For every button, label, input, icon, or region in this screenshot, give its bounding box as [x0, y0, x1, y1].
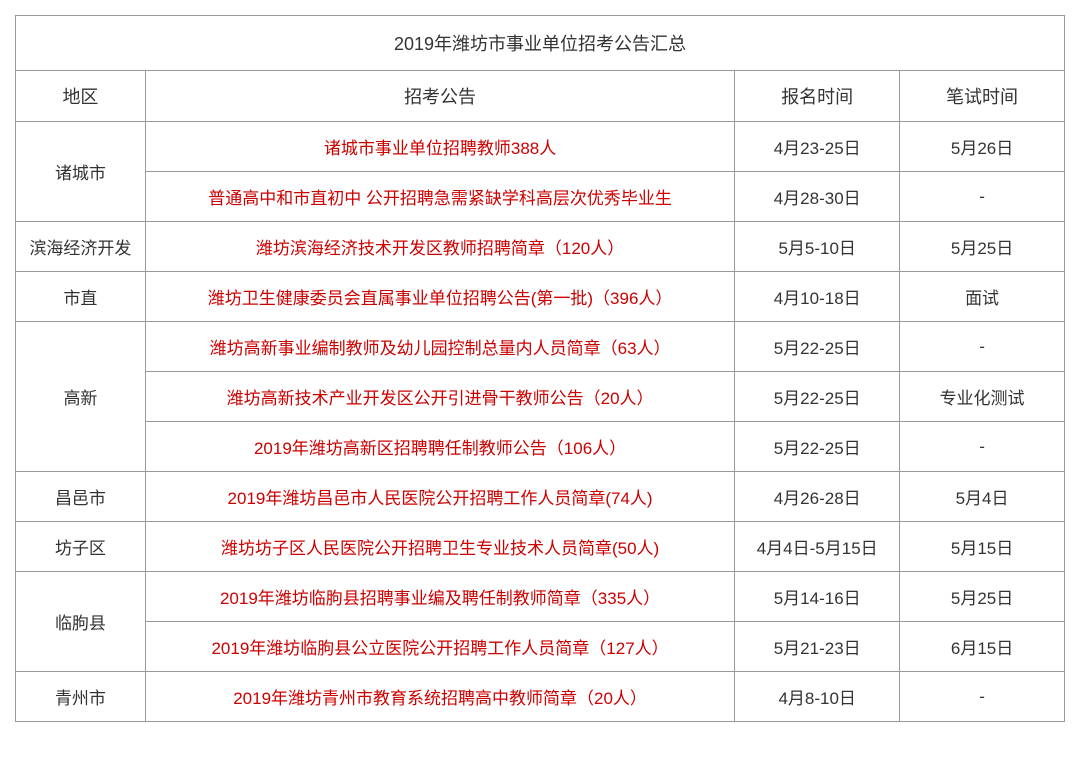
announcement-cell[interactable]: 潍坊坊子区人民医院公开招聘卫生专业技术人员简章(50人)	[145, 522, 734, 572]
table-body: 2019年潍坊市事业单位招考公告汇总 地区 招考公告 报名时间 笔试时间 诸城市…	[16, 16, 1065, 722]
recruitment-table: 2019年潍坊市事业单位招考公告汇总 地区 招考公告 报名时间 笔试时间 诸城市…	[15, 15, 1065, 722]
region-cell: 坊子区	[16, 522, 146, 572]
announcement-cell[interactable]: 普通高中和市直初中 公开招聘急需紧缺学科高层次优秀毕业生	[145, 172, 734, 222]
signup-date-cell: 4月8-10日	[735, 672, 900, 722]
exam-date-cell: -	[900, 672, 1065, 722]
exam-date-cell: 6月15日	[900, 622, 1065, 672]
header-region: 地区	[16, 71, 146, 122]
signup-date-cell: 4月23-25日	[735, 122, 900, 172]
signup-date-cell: 5月22-25日	[735, 372, 900, 422]
table-row: 临朐县 2019年潍坊临朐县招聘事业编及聘任制教师简章（335人） 5月14-1…	[16, 572, 1065, 622]
exam-date-cell: 5月4日	[900, 472, 1065, 522]
announcement-cell[interactable]: 2019年潍坊昌邑市人民医院公开招聘工作人员简章(74人)	[145, 472, 734, 522]
signup-date-cell: 4月4日-5月15日	[735, 522, 900, 572]
region-cell: 青州市	[16, 672, 146, 722]
table-row: 高新 潍坊高新事业编制教师及幼儿园控制总量内人员简章（63人） 5月22-25日…	[16, 322, 1065, 372]
announcement-cell[interactable]: 诸城市事业单位招聘教师388人	[145, 122, 734, 172]
announcement-cell[interactable]: 2019年潍坊临朐县招聘事业编及聘任制教师简章（335人）	[145, 572, 734, 622]
table-row: 诸城市 诸城市事业单位招聘教师388人 4月23-25日 5月26日	[16, 122, 1065, 172]
exam-date-cell: 5月25日	[900, 572, 1065, 622]
signup-date-cell: 4月26-28日	[735, 472, 900, 522]
table-row: 2019年潍坊临朐县公立医院公开招聘工作人员简章（127人） 5月21-23日 …	[16, 622, 1065, 672]
exam-date-cell: 5月26日	[900, 122, 1065, 172]
header-announcement: 招考公告	[145, 71, 734, 122]
table-row: 滨海经济开发 潍坊滨海经济技术开发区教师招聘简章（120人） 5月5-10日 5…	[16, 222, 1065, 272]
signup-date-cell: 4月10-18日	[735, 272, 900, 322]
region-cell: 诸城市	[16, 122, 146, 222]
region-cell: 滨海经济开发	[16, 222, 146, 272]
region-cell: 昌邑市	[16, 472, 146, 522]
table-row: 昌邑市 2019年潍坊昌邑市人民医院公开招聘工作人员简章(74人) 4月26-2…	[16, 472, 1065, 522]
exam-date-cell: -	[900, 172, 1065, 222]
header-signup-time: 报名时间	[735, 71, 900, 122]
exam-date-cell: -	[900, 322, 1065, 372]
table-row: 潍坊高新技术产业开发区公开引进骨干教师公告（20人） 5月22-25日 专业化测…	[16, 372, 1065, 422]
table-row: 普通高中和市直初中 公开招聘急需紧缺学科高层次优秀毕业生 4月28-30日 -	[16, 172, 1065, 222]
announcement-cell[interactable]: 潍坊滨海经济技术开发区教师招聘简章（120人）	[145, 222, 734, 272]
signup-date-cell: 5月14-16日	[735, 572, 900, 622]
announcement-cell[interactable]: 2019年潍坊青州市教育系统招聘高中教师简章（20人）	[145, 672, 734, 722]
announcement-cell[interactable]: 潍坊高新事业编制教师及幼儿园控制总量内人员简章（63人）	[145, 322, 734, 372]
exam-date-cell: 专业化测试	[900, 372, 1065, 422]
exam-date-cell: 5月25日	[900, 222, 1065, 272]
region-cell: 高新	[16, 322, 146, 472]
exam-date-cell: -	[900, 422, 1065, 472]
header-row: 地区 招考公告 报名时间 笔试时间	[16, 71, 1065, 122]
table-title: 2019年潍坊市事业单位招考公告汇总	[16, 16, 1065, 71]
signup-date-cell: 4月28-30日	[735, 172, 900, 222]
table-row: 坊子区 潍坊坊子区人民医院公开招聘卫生专业技术人员简章(50人) 4月4日-5月…	[16, 522, 1065, 572]
announcement-cell[interactable]: 潍坊高新技术产业开发区公开引进骨干教师公告（20人）	[145, 372, 734, 422]
exam-date-cell: 5月15日	[900, 522, 1065, 572]
signup-date-cell: 5月21-23日	[735, 622, 900, 672]
announcement-cell[interactable]: 2019年潍坊高新区招聘聘任制教师公告（106人）	[145, 422, 734, 472]
exam-date-cell: 面试	[900, 272, 1065, 322]
signup-date-cell: 5月22-25日	[735, 322, 900, 372]
table-row: 市直 潍坊卫生健康委员会直属事业单位招聘公告(第一批)（396人） 4月10-1…	[16, 272, 1065, 322]
signup-date-cell: 5月22-25日	[735, 422, 900, 472]
region-cell: 市直	[16, 272, 146, 322]
title-row: 2019年潍坊市事业单位招考公告汇总	[16, 16, 1065, 71]
announcement-cell[interactable]: 2019年潍坊临朐县公立医院公开招聘工作人员简章（127人）	[145, 622, 734, 672]
announcement-cell[interactable]: 潍坊卫生健康委员会直属事业单位招聘公告(第一批)（396人）	[145, 272, 734, 322]
signup-date-cell: 5月5-10日	[735, 222, 900, 272]
region-cell: 临朐县	[16, 572, 146, 672]
table-row: 2019年潍坊高新区招聘聘任制教师公告（106人） 5月22-25日 -	[16, 422, 1065, 472]
table-row: 青州市 2019年潍坊青州市教育系统招聘高中教师简章（20人） 4月8-10日 …	[16, 672, 1065, 722]
header-exam-time: 笔试时间	[900, 71, 1065, 122]
